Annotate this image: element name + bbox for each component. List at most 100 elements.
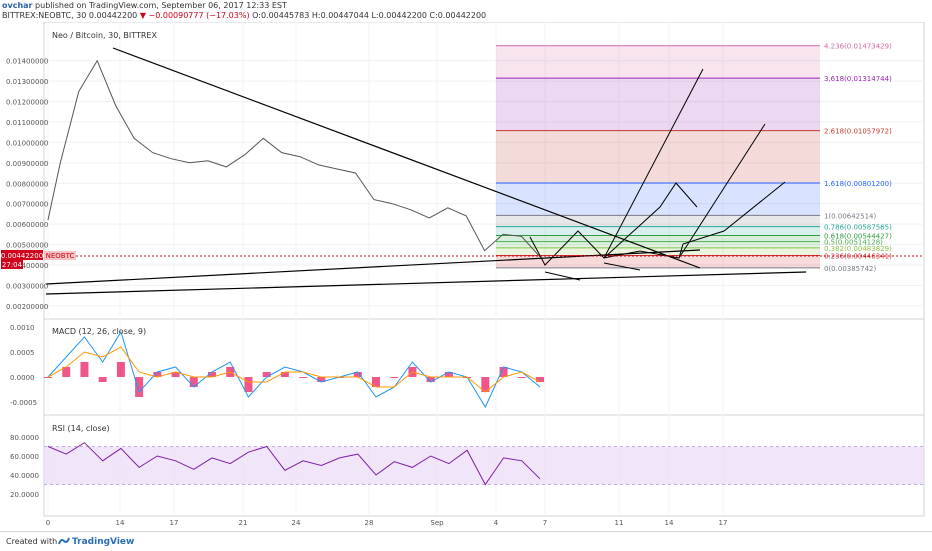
tradingview-logo-icon[interactable] (58, 536, 70, 546)
footer: Created with TradingView (0, 531, 932, 551)
time-tick-label: 21 (239, 519, 248, 527)
countdown-tag (1, 260, 23, 269)
macd-histogram-bar (189, 377, 198, 387)
publish-info: ovchar published on TradingView.com, Sep… (2, 1, 287, 10)
macd-pane[interactable] (43, 318, 925, 416)
fib-level-label: 0.786(0.00587565) (824, 224, 892, 232)
arrow-path-up[interactable] (603, 182, 698, 259)
price-tick-label: 0.00500000 (6, 242, 48, 250)
projection-arrows[interactable] (529, 68, 786, 281)
trading-chart[interactable]: 4.236(0.01473429) 3.618(0.01314744) 2.618(… (0, 22, 932, 531)
macd-histogram-bar (372, 377, 380, 387)
rsi-tick-label: 60.0000 (10, 453, 39, 461)
price-tick-label: 0.01400000 (6, 58, 48, 66)
fib-level-label: 0.382(0.00483829) (824, 245, 892, 253)
symbol-info: BITTREX:NEOBTC, 30 0.00442200 ▼ −0.00090… (2, 11, 486, 20)
macd-histogram-bar (80, 362, 89, 377)
arrow-path-wave[interactable] (529, 181, 786, 266)
rsi-axis[interactable]: 80.0000 60.0000 40.0000 20.0000 (10, 434, 39, 499)
arrow-low[interactable] (544, 271, 581, 281)
price-axis[interactable]: 0.01400000 0.01300000 0.01200000 0.01100000… (6, 58, 48, 311)
macd-histogram-bar (171, 372, 180, 377)
fib-level-label: 0.5(0.00514128) (824, 239, 883, 247)
macd-signal-line (47, 346, 541, 393)
price-tick-label: 0.00300000 (6, 282, 48, 290)
price-tick-label: 0.00400000 (6, 262, 48, 270)
fib-band (496, 78, 820, 131)
macd-histogram-bar (116, 362, 125, 377)
macd-histogram-bar (135, 377, 144, 397)
fib-level-label: 1(0.00642514) (824, 212, 876, 220)
support-trendline[interactable] (45, 271, 807, 295)
last-price-tag (1, 250, 43, 260)
fib-band (496, 183, 820, 216)
macd-tick-label: -0.0005 (10, 399, 37, 407)
rsi-tick-label: 20.0000 (10, 491, 39, 499)
fib-band (496, 45, 820, 79)
last-price-label: 0.00442200 (1, 252, 43, 260)
time-tick-label: Sep (430, 519, 444, 527)
time-tick-label: 14 (665, 519, 674, 527)
author-name[interactable]: ovchar (2, 1, 33, 10)
price-change: −0.00090777 (−17.03%) (148, 11, 250, 20)
price-tick-label: 0.01000000 (6, 139, 48, 147)
trendlines[interactable] (45, 47, 807, 295)
price-pane[interactable] (43, 22, 925, 320)
fib-level-label: 4.236(0.01473429) (824, 43, 892, 51)
ohlc-values: O:0.00445783 H:0.00447044 L:0.00442200 C… (252, 11, 487, 20)
macd-histogram-bar (481, 377, 490, 392)
rsi-line (47, 442, 541, 486)
macd-histogram-bar (390, 377, 399, 378)
fib-band (496, 215, 820, 227)
macd-histogram-bar (499, 367, 508, 377)
macd-histogram-bar (208, 372, 216, 377)
descending-trendline[interactable] (112, 47, 701, 269)
ascending-trendline[interactable] (45, 249, 701, 285)
macd-histogram (44, 362, 544, 397)
time-tick-label: 11 (615, 519, 624, 527)
fib-band (496, 130, 820, 184)
macd-histogram-bar (280, 372, 289, 377)
price-tick-label: 0.00200000 (6, 303, 48, 311)
rsi-tick-label: 80.0000 (10, 434, 39, 442)
macd-pane-title: MACD (12, 26, close, 9) (52, 327, 146, 336)
macd-histogram-bar (62, 367, 71, 377)
arrow-target-mid[interactable] (678, 123, 766, 259)
arrow-low-2[interactable] (603, 262, 641, 271)
time-tick-label: 28 (365, 519, 374, 527)
symbol-price: BITTREX:NEOBTC, 30 0.00442200 (2, 11, 138, 20)
publish-date: published on TradingView.com, September … (35, 1, 287, 10)
macd-histogram-bar (244, 377, 253, 392)
price-tick-label: 0.00700000 (6, 201, 48, 209)
fib-level-label: 0(0.00385742) (824, 265, 876, 273)
macd-histogram-bar (517, 377, 526, 378)
time-tick-label: 0 (46, 519, 50, 527)
price-tick-label: 0.01200000 (6, 99, 48, 107)
tradingview-brand[interactable]: TradingView (72, 537, 135, 547)
fibonacci-extension[interactable]: 4.236(0.01473429) 3.618(0.01314744) 2.618(… (496, 43, 892, 273)
fib-band (496, 226, 820, 236)
created-with-label: Created with (6, 537, 58, 546)
macd-histogram-bar (262, 372, 271, 377)
fib-level-label: 0.236(0.00446341) (824, 252, 892, 260)
price-tick-label: 0.01100000 (6, 119, 48, 127)
fib-level-label: 0.618(0.00544427) (824, 232, 892, 240)
macd-histogram-bar (444, 372, 453, 377)
macd-histogram-bar (44, 377, 52, 378)
macd-histogram-bar (98, 377, 107, 382)
chart-header: ovchar published on TradingView.com, Sep… (0, 0, 932, 22)
macd-line (47, 330, 541, 409)
symbol-tag-label: NEOBTC (46, 252, 75, 260)
time-axis[interactable]: 0 14 17 21 24 28 Sep 4 7 11 14 17 (46, 519, 728, 527)
price-series-line (47, 59, 541, 258)
macd-tick-label: 0.0000 (10, 374, 35, 382)
symbol-tag (44, 251, 76, 260)
price-pane-title: Neo / Bitcoin, 30, BITTREX (52, 31, 157, 40)
macd-axis[interactable]: 0.0010 0.0005 0.0000 -0.0005 (10, 324, 37, 407)
time-tick-label: 4 (494, 519, 499, 527)
time-tick-label: 17 (170, 519, 179, 527)
macd-histogram-bar (299, 377, 308, 378)
down-arrow-icon: ▼ (139, 11, 146, 20)
arrow-target-high[interactable] (603, 68, 704, 259)
macd-histogram-bar (317, 377, 326, 382)
